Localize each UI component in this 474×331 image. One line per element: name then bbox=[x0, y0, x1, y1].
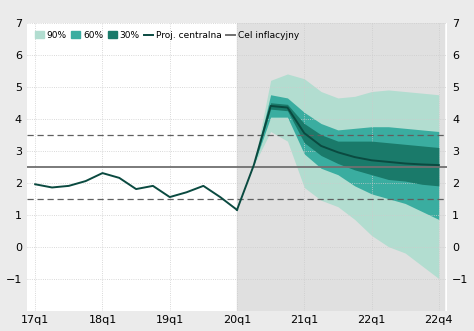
Legend: 90%, 60%, 30%, Proj. centralna, Cel inflacyjny: 90%, 60%, 30%, Proj. centralna, Cel infl… bbox=[31, 27, 302, 44]
Bar bbox=[237, 23, 444, 310]
